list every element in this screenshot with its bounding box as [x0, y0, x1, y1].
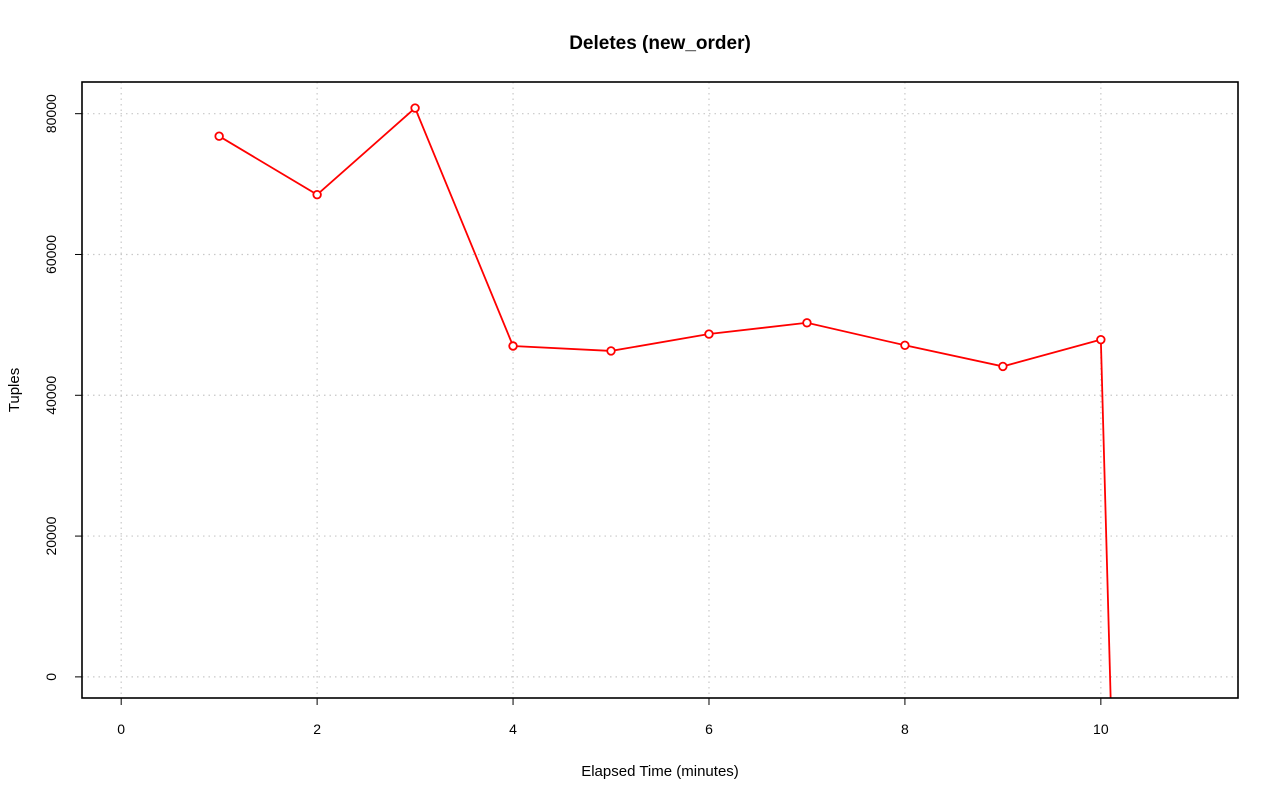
data-point — [704, 329, 714, 339]
data-point — [998, 361, 1008, 372]
grid-lines — [82, 82, 1238, 698]
y-axis-label: Tuples — [6, 368, 23, 412]
x-axis: 0 2 4 6 8 10 — [117, 698, 1109, 737]
y-tick-label: 0 — [43, 673, 59, 681]
x-tick-label: 10 — [1093, 721, 1109, 737]
x-tick-label: 6 — [705, 721, 713, 737]
data-point — [900, 340, 910, 350]
data-point — [312, 189, 322, 200]
plot-frame — [81, 81, 1239, 699]
series-line — [218, 106, 1102, 368]
y-tick-label: 80000 — [43, 94, 59, 133]
y-tick-label: 60000 — [43, 235, 59, 274]
y-axis: 0 20000 40000 60000 80000 — [43, 94, 82, 681]
x-tick-label: 8 — [901, 721, 909, 737]
chart-title: Deletes (new_order) — [569, 33, 751, 54]
x-tick-label: 0 — [117, 721, 125, 737]
x-tick-label: 2 — [313, 721, 321, 737]
data-point — [214, 131, 224, 141]
x-axis-label: Elapsed Time (minutes) — [581, 763, 739, 780]
data-point — [606, 346, 616, 356]
series-layer — [214, 103, 1112, 699]
data-point — [802, 318, 812, 328]
data-point — [508, 341, 518, 351]
series-line-drop — [1099, 339, 1112, 699]
data-point — [410, 103, 420, 113]
y-tick-label: 20000 — [43, 516, 59, 555]
data-point — [1096, 334, 1106, 345]
x-tick-label: 4 — [509, 721, 517, 737]
y-tick-label: 40000 — [43, 376, 59, 415]
